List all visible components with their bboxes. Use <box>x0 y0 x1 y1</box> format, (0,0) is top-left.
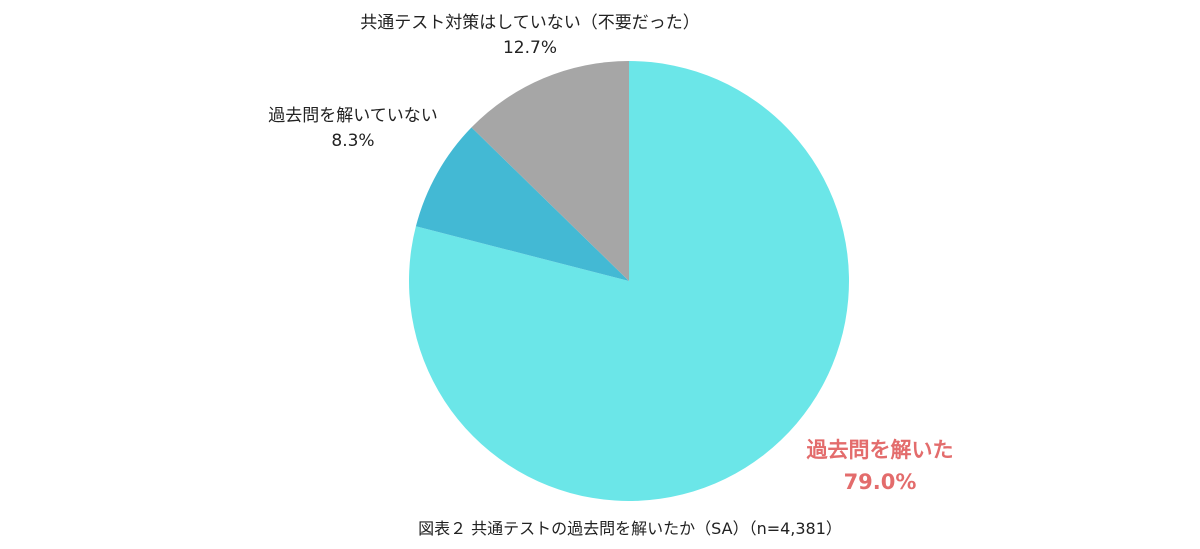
slice-value-no-prep: 12.7% <box>503 38 557 58</box>
slice-label-group-not-answered: 過去問を解いていない 8.3% <box>268 106 438 151</box>
slice-label-no-prep: 共通テスト対策はしていない（不要だった） <box>360 13 700 33</box>
pie-slices <box>408 61 849 501</box>
pie-slice-not-answered <box>415 127 629 281</box>
slice-label-group-no-prep: 共通テスト対策はしていない（不要だった） 12.7% <box>360 13 700 58</box>
chart-caption: 図表２ 共通テストの過去問を解いたか（SA）（n=4,381） <box>418 519 842 538</box>
pie-slice-answered <box>408 61 849 501</box>
slice-value-answered: 79.0% <box>844 470 917 494</box>
slice-value-not-answered: 8.3% <box>331 131 374 151</box>
slice-label-not-answered: 過去問を解いていない <box>268 106 438 126</box>
pie-slice-no-prep <box>471 61 629 281</box>
slice-label-group-answered: 過去問を解いた 79.0% <box>807 438 954 494</box>
slice-label-answered: 過去問を解いた <box>807 438 954 462</box>
